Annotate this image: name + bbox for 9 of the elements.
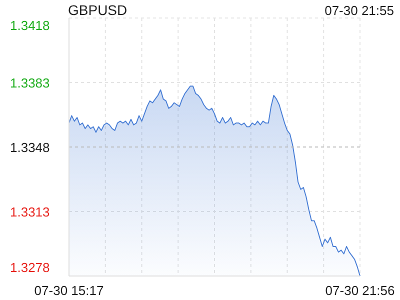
x-tick-label: 07-30 15:17 [34, 283, 104, 298]
text: 07-30 21:55 [324, 3, 394, 18]
x-tick-label: 07-30 21:56 [325, 283, 395, 298]
y-tick-label: 1.3278 [10, 260, 50, 275]
y-tick-label: 1.3418 [10, 18, 50, 33]
y-tick-label: 1.3348 [10, 140, 50, 155]
chart-title: GBPUSD [68, 2, 128, 18]
y-tick-label: 1.3313 [10, 204, 50, 220]
y-tick-label: 1.3383 [10, 76, 50, 90]
